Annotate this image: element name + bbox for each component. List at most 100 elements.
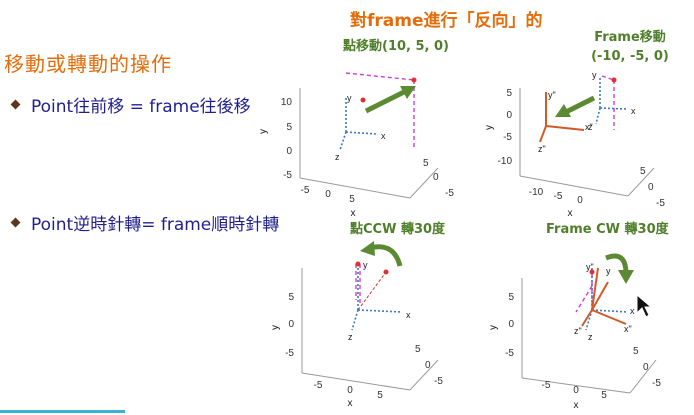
y-tick: -5: [505, 348, 514, 359]
moved-frame: [539, 92, 585, 143]
x-tick: 5: [377, 390, 383, 401]
dashed-guides: [601, 75, 615, 130]
y-axis-label: y: [484, 125, 495, 130]
move-arrow-icon: [555, 95, 596, 117]
frame-axis-label: y: [363, 260, 368, 270]
frame-axis-label: x: [630, 306, 635, 316]
x-axis-label: x: [348, 398, 353, 409]
x-axis-label: x: [574, 400, 579, 411]
dashed-guides: [575, 274, 593, 313]
frame-axis-label: y: [592, 70, 597, 80]
y-tick: 0: [286, 146, 292, 157]
axes-box: [301, 268, 439, 391]
y-tick: 5: [506, 88, 512, 99]
original-point: [383, 269, 389, 275]
moved-frame-label: y": [548, 90, 556, 100]
bullet-point-translation: Point往前移 = frame往後移: [10, 92, 251, 117]
y-tick: -5: [503, 132, 512, 143]
y-tick: 0: [506, 110, 512, 121]
y-axis-label: y: [258, 129, 269, 134]
original-frame: [351, 262, 403, 331]
frame-axis-label: z: [588, 122, 593, 132]
frame-axis-label: z: [588, 332, 593, 342]
plot-frame-translate: 5 0 -5 -10 y -10 -5 0 x -5 0 5 y x z y" …: [484, 70, 665, 219]
x-tick: -5: [542, 380, 551, 391]
y-tick: 5: [286, 122, 292, 133]
point-marker: [611, 77, 617, 83]
x-tick: -5: [301, 185, 310, 196]
z-tick: 0: [648, 182, 654, 193]
moved-point: [411, 77, 417, 83]
y-tick: -5: [285, 348, 294, 359]
frame-axis-label: x: [406, 310, 411, 320]
caption-point-ccw: 點CCW 轉30度: [350, 222, 446, 237]
z-tick: -5: [652, 378, 661, 389]
caption-line: Frame移動: [594, 30, 666, 45]
caption-frame-move: Frame移動 (-10, -5, 0): [582, 28, 678, 66]
bullet-text: Point往前移 = frame往後移: [31, 97, 251, 117]
x-axis-label: x: [568, 208, 573, 219]
original-frame: [595, 76, 627, 125]
bottom-accent-line: [0, 410, 125, 413]
dashed-guides: [355, 264, 361, 304]
move-arrow-icon: [364, 86, 416, 114]
bullet-diamond-icon: [10, 217, 21, 228]
top-heading: 對frame進行「反向」的: [350, 11, 543, 31]
bullet-text: Point逆時針轉= frame順時針轉: [31, 215, 280, 235]
rotated-point: [355, 261, 361, 267]
rotated-frame-label: x": [624, 324, 632, 334]
y-axis-label: y: [488, 325, 499, 330]
frame-axis-label: x: [381, 131, 386, 141]
x-tick: 5: [349, 194, 355, 205]
original-point: [360, 97, 366, 103]
axes-box: [519, 88, 655, 197]
x-tick: -5: [554, 191, 563, 202]
x-tick: -10: [529, 187, 544, 198]
rotated-frame: [581, 267, 627, 327]
y-tick: 10: [281, 97, 293, 108]
frame-axis-label: x: [631, 106, 636, 116]
z-tick: 0: [425, 360, 431, 371]
y-tick: 0: [508, 319, 514, 330]
y-tick: -5: [283, 170, 292, 181]
y-tick: 0: [288, 319, 294, 330]
x-tick: 0: [573, 385, 579, 396]
z-tick: -5: [434, 376, 443, 387]
moved-frame-label: x": [585, 122, 593, 132]
plot-point-rotate: 5 0 -5 y -5 0 5 x -5 0 5 y x z: [270, 241, 443, 409]
cw-rotation-arrow-icon: [605, 253, 634, 284]
z-tick: 5: [423, 158, 429, 169]
x-axis-label: x: [351, 208, 356, 219]
x-tick: -5: [314, 380, 323, 391]
z-tick: -5: [656, 198, 665, 209]
frame-axis-label: z: [335, 152, 340, 162]
frame-axis-label: z: [348, 332, 353, 342]
caption-frame-cw: Frame CW 轉30度: [546, 222, 669, 237]
z-tick: 5: [415, 344, 421, 355]
y-tick: 5: [288, 292, 294, 303]
x-tick: 0: [577, 195, 583, 206]
caption-point-move: 點移動(10, 5, 0): [343, 39, 449, 54]
original-frame: [339, 96, 377, 151]
y-tick: 5: [508, 292, 514, 303]
x-tick: 0: [325, 189, 331, 200]
y-tick: -10: [498, 156, 513, 167]
z-tick: 5: [633, 346, 639, 357]
slide-title: 移動或轉動的操作: [4, 52, 172, 76]
rotated-frame-label: z": [574, 326, 582, 336]
z-tick: 0: [643, 362, 649, 373]
z-tick: 0: [433, 172, 439, 183]
x-tick: 5: [601, 390, 607, 401]
point-marker: [589, 269, 595, 275]
mouse-cursor-icon: [636, 294, 652, 318]
radius-line: [357, 271, 387, 311]
y-axis-label: y: [270, 325, 281, 330]
x-tick: 0: [347, 385, 353, 396]
frame-axis-label: y: [606, 266, 611, 276]
z-tick: 5: [640, 166, 646, 177]
bullet-diamond-icon: [10, 99, 21, 110]
frame-axis-label: y: [347, 93, 352, 103]
z-tick: -5: [445, 188, 454, 199]
moved-frame-label: z": [538, 144, 546, 154]
rotated-frame-label: y": [586, 262, 594, 272]
